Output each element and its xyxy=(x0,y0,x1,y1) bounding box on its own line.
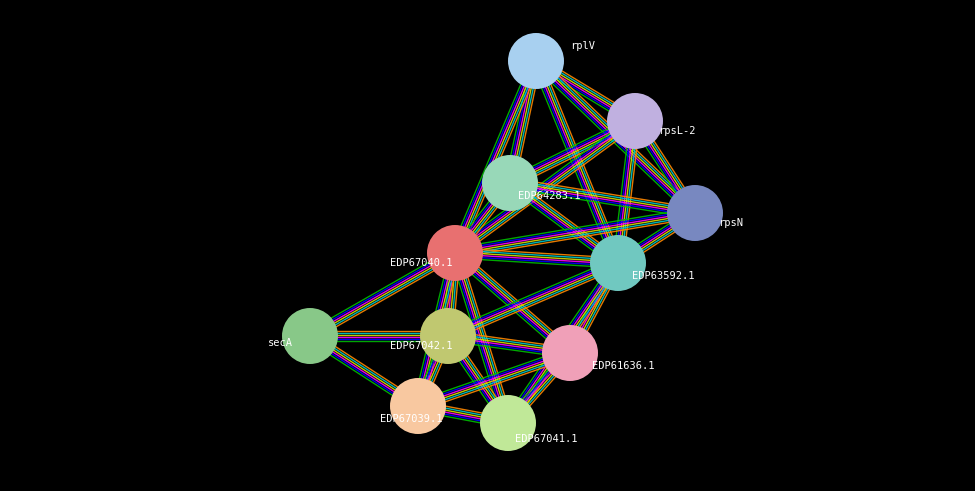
Circle shape xyxy=(427,225,483,281)
Text: secA: secA xyxy=(268,338,293,348)
Circle shape xyxy=(282,308,338,364)
Circle shape xyxy=(420,308,476,364)
Text: rplV: rplV xyxy=(570,41,595,51)
Circle shape xyxy=(482,155,538,211)
Circle shape xyxy=(607,93,663,149)
Circle shape xyxy=(590,235,646,291)
Circle shape xyxy=(542,325,598,381)
Text: EDP63592.1: EDP63592.1 xyxy=(632,271,694,281)
Text: rpsL-2: rpsL-2 xyxy=(658,126,695,136)
Circle shape xyxy=(508,33,564,89)
Text: EDP67042.1: EDP67042.1 xyxy=(390,341,452,351)
Text: rpsN: rpsN xyxy=(718,218,743,228)
Text: EDP67039.1: EDP67039.1 xyxy=(380,414,443,424)
Circle shape xyxy=(390,378,446,434)
Circle shape xyxy=(480,395,536,451)
Text: EDP67040.1: EDP67040.1 xyxy=(390,258,452,268)
Text: EDP61636.1: EDP61636.1 xyxy=(592,361,654,371)
Circle shape xyxy=(667,185,723,241)
Text: EDP64283.1: EDP64283.1 xyxy=(518,191,580,201)
Text: EDP67041.1: EDP67041.1 xyxy=(515,434,577,444)
